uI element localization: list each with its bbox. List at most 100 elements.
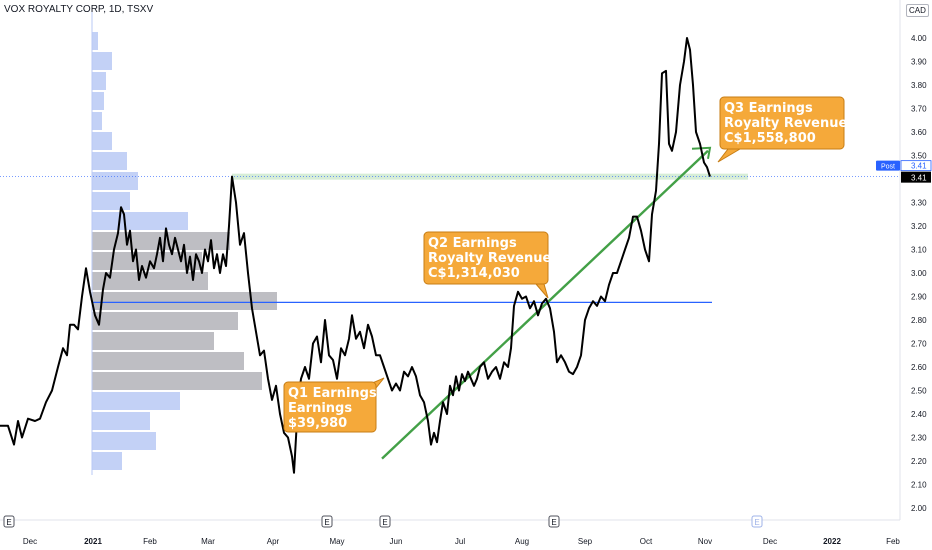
volume-profile-bar <box>92 92 104 110</box>
callout-line: C$1,558,800 <box>724 131 816 146</box>
earnings-event-marker[interactable]: E <box>379 515 391 528</box>
x-tick-label: Apr <box>267 537 280 546</box>
symbol-title: VOX ROYALTY CORP, 1D, TSXV <box>4 4 154 15</box>
callout-box <box>283 381 377 433</box>
event-marker-label: E <box>551 518 556 527</box>
price-axis-ticks: 4.00 3.90 3.80 3.70 3.60 3.50 3.30 3.20 3.10 3.00… <box>911 34 927 513</box>
callout-line: Royalty Revenue <box>724 116 847 131</box>
y-tick-label: 3.70 <box>911 105 927 114</box>
volume-profile-bar <box>92 372 262 390</box>
callout-line: Q2 Earnings <box>428 236 517 251</box>
x-tick-label: Feb <box>886 537 900 546</box>
callout-line: Q1 Earnings <box>288 386 377 401</box>
event-marker-box <box>548 515 560 528</box>
volume-profile-bar <box>92 332 214 350</box>
volume-profile-bar <box>92 352 244 370</box>
y-tick-label: 3.20 <box>911 222 927 231</box>
horizontal-levels <box>0 173 900 303</box>
event-marker-box <box>3 515 15 528</box>
event-marker-label: E <box>754 518 759 527</box>
price-line-layer <box>0 37 711 474</box>
x-tick-label: 2022 <box>823 537 841 546</box>
currency-label[interactable]: CAD <box>906 4 929 17</box>
volume-profile <box>91 10 277 475</box>
volume-profile-bar <box>92 72 106 90</box>
callout-line: Q3 Earnings <box>724 101 813 116</box>
event-marker-box <box>321 515 333 528</box>
y-tick-label: 2.60 <box>911 363 927 372</box>
y-tick-label: 2.90 <box>911 293 927 302</box>
volume-profile-bar <box>92 112 102 130</box>
last-price-bg <box>901 171 931 183</box>
y-tick-label: 2.20 <box>911 457 927 466</box>
y-tick-label: 3.10 <box>911 246 927 255</box>
volume-profile-bar <box>92 212 188 230</box>
post-tag-label: Post <box>881 164 895 171</box>
y-tick-label: 3.90 <box>911 58 927 67</box>
post-value-label: 3.41 <box>911 162 927 171</box>
trend-arrow-head <box>691 146 712 159</box>
trend-line[interactable] <box>381 149 709 460</box>
event-marker-box <box>379 515 391 528</box>
y-tick-label: 3.60 <box>911 128 927 137</box>
event-marker-label: E <box>382 518 387 527</box>
y-tick-label: 2.80 <box>911 316 927 325</box>
earnings-event-marker[interactable]: E <box>3 515 15 528</box>
x-tick-label: Feb <box>143 537 157 546</box>
volume-profile-bar <box>92 172 138 190</box>
x-tick-label: Jun <box>390 537 403 546</box>
price-tags: Post 3.41 3.41 <box>876 160 932 183</box>
last-price-label: 3.41 <box>911 174 927 183</box>
x-tick-label: Mar <box>201 537 215 546</box>
callout-box <box>423 231 549 285</box>
x-tick-label: Dec <box>23 537 37 546</box>
y-tick-label: 2.50 <box>911 387 927 396</box>
x-tick-label: Sep <box>578 537 593 546</box>
y-tick-label: 2.10 <box>911 481 927 490</box>
volume-profile-bar <box>92 312 238 330</box>
earnings-event-marker[interactable]: E <box>321 515 333 528</box>
earnings-event-marker[interactable]: E <box>751 515 763 528</box>
volume-profile-bar <box>92 152 127 170</box>
x-tick-label: Jul <box>455 537 465 546</box>
callout-line: C$1,314,030 <box>428 266 520 281</box>
post-value-bg <box>900 160 932 172</box>
time-axis-ticks: Dec 2021 Feb Mar Apr May Jun Jul Aug Sep Oct Nov Dec… <box>23 537 901 546</box>
trend-line-layer <box>381 146 712 460</box>
y-tick-label: 3.80 <box>911 81 927 90</box>
volume-profile-bar <box>92 272 208 290</box>
volume-profile-bar <box>92 452 122 470</box>
y-tick-label: 3.00 <box>911 269 927 278</box>
y-tick-label: 2.70 <box>911 340 927 349</box>
volume-profile-bar <box>92 252 202 270</box>
earnings-event-marker[interactable]: E <box>548 515 560 528</box>
callout-pointer <box>717 148 741 163</box>
volume-profile-bar <box>92 132 112 150</box>
volume-profile-bar <box>92 192 130 210</box>
volume-profile-bar <box>92 32 98 50</box>
y-tick-label: 2.40 <box>911 410 927 419</box>
x-tick-label: May <box>329 537 344 546</box>
volume-profile-bar <box>92 392 180 410</box>
callout-line: Earnings <box>288 401 352 416</box>
y-tick-label: 2.30 <box>911 434 927 443</box>
callout-line: $39,980 <box>288 416 347 431</box>
price-series-line[interactable] <box>0 37 711 474</box>
volume-profile-bar <box>92 432 156 450</box>
y-tick-label: 2.00 <box>911 504 927 513</box>
y-tick-label: 4.00 <box>911 34 927 43</box>
x-tick-label: Aug <box>515 537 529 546</box>
event-marker-label: E <box>324 518 329 527</box>
y-tick-label: 3.50 <box>911 152 927 161</box>
x-tick-label: Oct <box>640 537 653 546</box>
price-axis-panel[interactable] <box>900 0 932 520</box>
volume-profile-bar <box>92 412 150 430</box>
callout-line: Royalty Revenue <box>428 251 551 266</box>
callout-box <box>719 96 845 150</box>
